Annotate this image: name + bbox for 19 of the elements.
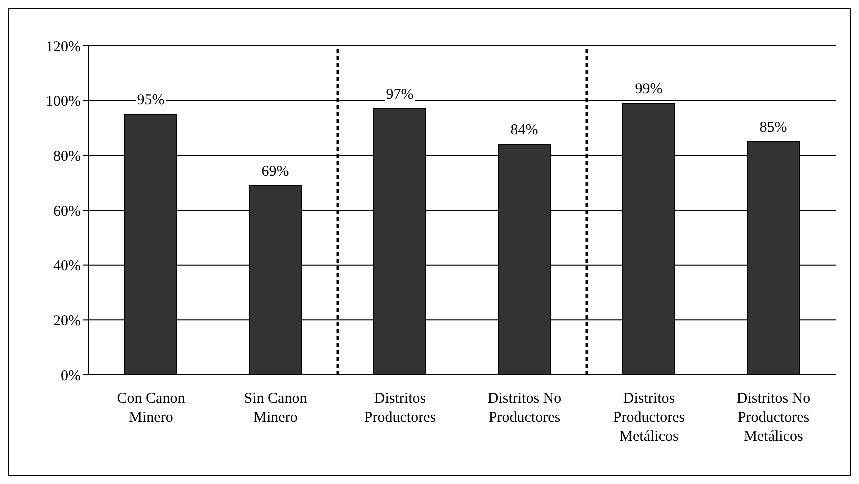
y-tick-label: 40%: [54, 258, 81, 275]
x-tick-label: Distritos Productores: [364, 391, 436, 426]
x-tick-label: Distritos Productores Metálicos: [613, 391, 686, 445]
y-tick-label: 20%: [54, 313, 81, 330]
x-tick-label: Sin Canon Minero: [244, 391, 308, 426]
y-tick-label: 80%: [54, 148, 81, 165]
data-label: 95%: [137, 92, 165, 109]
x-tick-label: Con Canon Minero: [117, 391, 186, 426]
data-label: 85%: [760, 120, 788, 136]
data-label: 97%: [386, 87, 414, 104]
y-tick-label: 60%: [54, 204, 81, 220]
y-tick-label: 120%: [46, 39, 81, 56]
y-tick-label: 100%: [46, 94, 81, 110]
x-tick-label: Distritos No Productores Metálicos: [736, 391, 811, 445]
y-tick-label: 0%: [61, 368, 81, 384]
data-label: 84%: [510, 122, 538, 139]
x-tick-label: Distritos No Productores: [488, 391, 562, 426]
data-label: 69%: [262, 164, 290, 180]
data-label: 99%: [635, 82, 663, 98]
